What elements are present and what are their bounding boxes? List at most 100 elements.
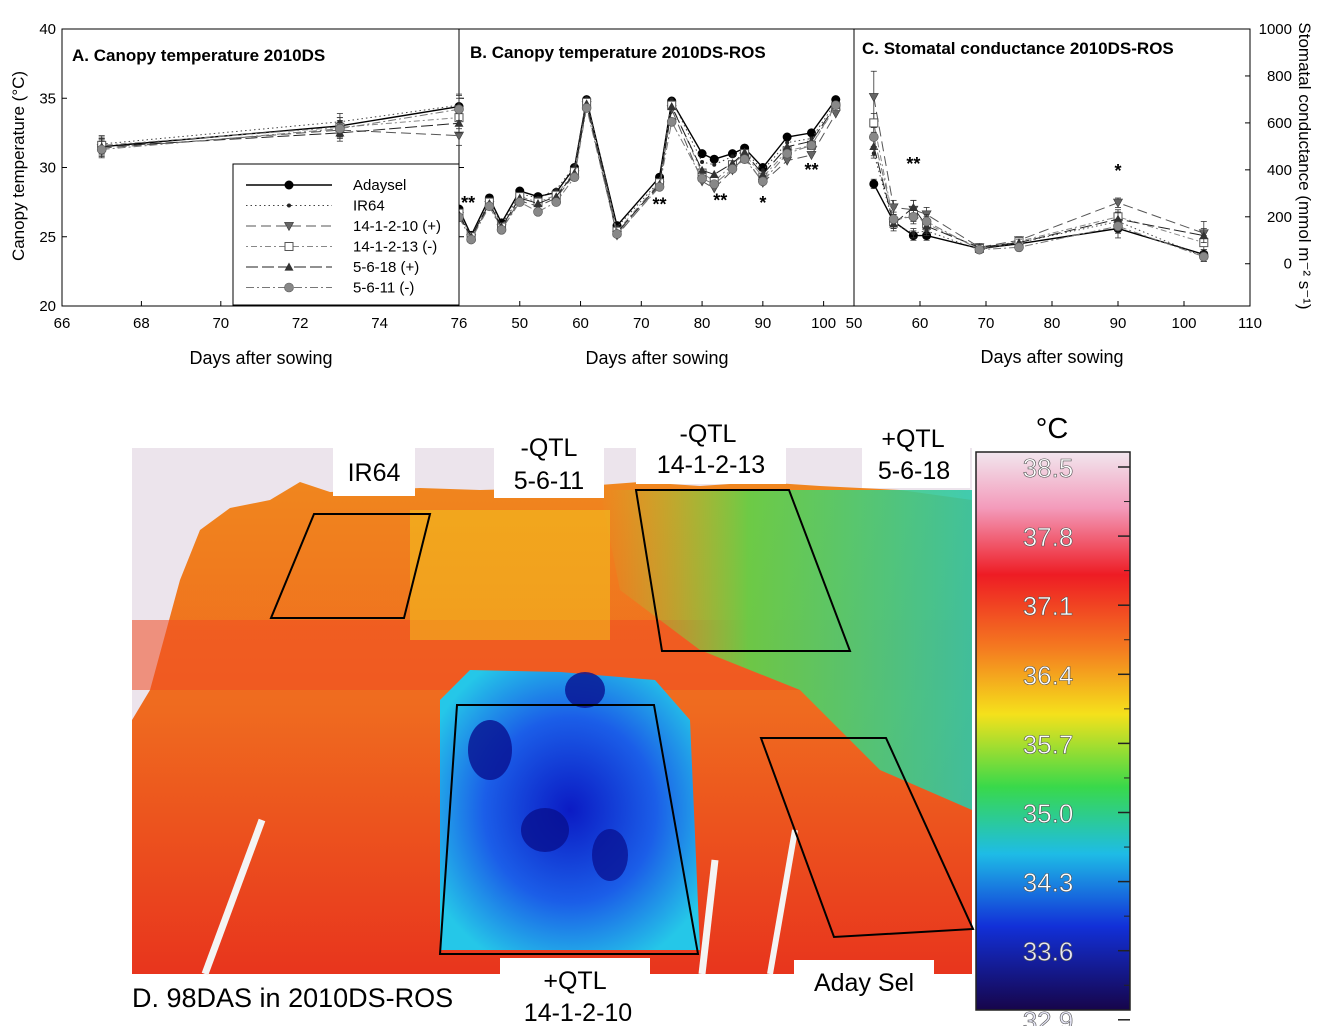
panel-1-series-4-point-13 [709,169,719,179]
legend-box [232,163,460,306]
label-5-6-18: +QTL 5-6-18 [862,420,970,488]
label-14-1-2-13: -QTL 14-1-2-13 [636,418,786,484]
panel-2-series-line-4 [873,146,1204,248]
scale-label-3: 36.4 [1023,660,1074,690]
panel-1-series-5-point-17 [782,148,792,159]
panel-1-xtick-label-2: 70 [633,315,650,332]
panel-2-series-2-point-0 [868,93,879,103]
panel-0-ytick-label-3: 35 [39,90,56,107]
panel-2-series-2-point-1 [888,203,899,213]
panel-1-series-5-point-5 [533,207,543,217]
panel-1-series-5-point-6 [551,197,562,207]
cool-canopy-blue [440,670,700,950]
panel-2-ytick-label-1: 200 [1267,209,1292,226]
panel-1-series-line-1 [458,97,837,238]
scale-label-0: 38.5 [1023,453,1074,483]
panel-2-xtick-label-2: 70 [978,315,995,332]
legend-label-0: Adaysel [353,177,406,194]
panel-2-annotation-0: ** [906,154,920,174]
panel-0-series-5-point-1 [335,123,345,134]
panel-2-ytick-label-2: 400 [1267,162,1292,179]
panel-0-ytick-label-1: 25 [39,229,56,246]
scale-bar [975,451,1131,1011]
panel-a-title: A. Canopy temperature 2010DS [72,46,325,65]
scale-unit: °C [1036,413,1069,445]
panel-2-xtick-label-5: 100 [1171,315,1196,332]
panel-2-series-4-point-6 [1113,214,1123,223]
panel-1-series-0-point-16 [758,163,768,172]
panel-2-series-4-point-2 [908,202,918,212]
panel-1-series-5-point-4 [514,197,525,207]
legend-marker-1 [287,203,291,208]
annotations-layer: ** ** ** *** ** * [461,154,1121,215]
x-axis-title-a: Days after sowing [189,348,332,368]
panel-b-frame [458,28,855,307]
scale-label-5: 35.0 [1023,799,1074,829]
panel-2-series-5-point-1 [888,214,899,224]
panel-1-series-5-point-2 [484,201,495,212]
svg-text:IR64: IR64 [348,459,401,487]
marker-pole-3 [767,829,798,975]
panel-1-series-1-point-11 [669,97,674,102]
panel-1-series-0-point-13 [709,154,719,164]
series-layer [96,70,1209,262]
panel-0-ytick-label-0: 20 [39,298,56,315]
panel-1-series-5-point-18 [806,140,817,151]
scale-label-8: 32.9 [1023,1006,1074,1026]
panel-2-xtick-label-3: 80 [1044,315,1061,332]
svg-text:14-1-2-10: 14-1-2-10 [524,999,632,1026]
panel-2-series-0-point-0 [869,179,879,189]
scale-label-7: 33.6 [1023,937,1074,967]
marker-pole-1 [201,818,266,976]
panel-1-series-0-point-12 [697,149,707,159]
panel-1-series-5-point-19 [830,100,841,110]
panel-1-series-line-3 [458,102,837,238]
panel-0-xtick-label-2: 70 [212,315,229,332]
plot-outline-ir64 [269,513,432,619]
panel-2-series-5-point-4 [974,244,985,255]
panel-2-xtick-label-4: 90 [1110,315,1127,332]
panel-1-series-5-point-1 [466,234,476,245]
x-axis-title-c: Days after sowing [980,347,1123,367]
thermal-image-panel: IR64 -QTL 5-6-11 -QTL 14-1-2-13 +QTL 5-6… [132,413,1131,1026]
panel-1-xtick-label-5: 100 [811,315,836,332]
svg-text:+QTL: +QTL [543,967,606,995]
svg-text:-QTL: -QTL [521,434,578,462]
panel-2-xtick-label-1: 60 [912,315,929,332]
panel-0-series-line-4 [101,122,460,148]
panel-1-series-0-point-18 [806,128,816,138]
panel-0-xtick-label-5: 76 [451,315,468,332]
panel-1-series-5-point-15 [739,154,750,164]
panel-1-series-5-point-12 [697,173,707,184]
panel-2-series-3-point-0 [869,118,879,128]
panel-1-annotation-2: ** [713,190,727,210]
legend-marker-4 [284,262,294,271]
panel-1-series-4-point-12 [697,165,707,174]
line-charts-figure: A. Canopy temperature 2010DS B. Canopy t… [9,21,1314,368]
panel-1-series-5-point-13 [709,179,720,189]
panel-2-series-5-point-5 [1014,242,1024,253]
cool-strip-middle [410,510,610,640]
panel-0-series-5-point-2 [454,104,464,115]
plot-outline-14-1-2-10 [438,704,700,955]
panel-1-annotation-0: ** [461,193,475,213]
label-5-6-11: -QTL 5-6-11 [494,430,604,498]
panel-1-xtick-label-0: 50 [511,315,528,332]
panel-2-xtick-label-6: 110 [1238,315,1262,332]
legend-marker-3 [284,242,294,251]
panel-1-series-5-point-11 [666,116,677,127]
panel-1-xtick-label-4: 90 [755,315,772,332]
panel-0-series-5-point-0 [96,144,107,155]
panel-1-series-line-4 [458,103,837,238]
panel-1-series-5-point-16 [758,176,768,187]
scale-label-4: 35.7 [1023,729,1074,759]
cool-patch-4 [592,829,628,881]
scale-label-1: 37.8 [1023,522,1074,552]
panel-2-series-5-point-0 [868,132,879,142]
panel-0-series-line-0 [101,105,460,148]
panel-1-series-4-point-17 [782,142,792,151]
panel-0-xtick-label-1: 68 [133,315,150,332]
panel-1-xtick-label-1: 60 [572,315,589,332]
panel-1-series-line-2 [458,105,837,240]
x-axis-title-b: Days after sowing [585,348,728,368]
